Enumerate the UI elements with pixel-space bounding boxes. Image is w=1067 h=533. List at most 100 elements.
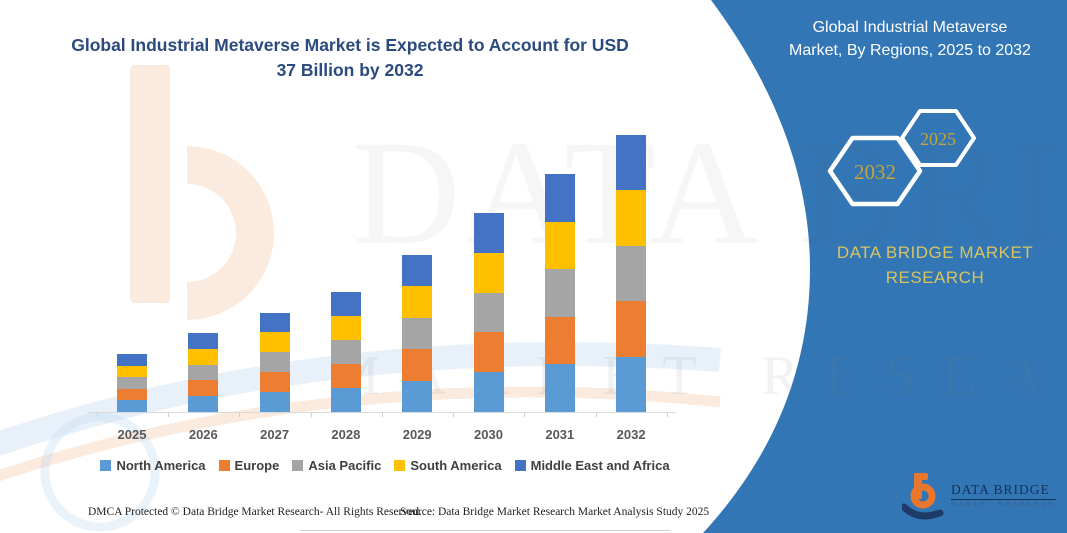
x-axis-tick xyxy=(453,413,455,417)
bar-segment xyxy=(188,364,219,381)
x-axis-label: 2031 xyxy=(545,427,575,442)
bar-segment xyxy=(117,400,147,412)
x-axis-tick xyxy=(381,413,383,417)
side-panel-background xyxy=(703,0,1067,533)
brand-text-line2: RESEARCH xyxy=(885,268,985,287)
bar-segment xyxy=(330,388,361,412)
bar-segment xyxy=(259,352,290,373)
bar-segment xyxy=(544,364,575,412)
bar-segment xyxy=(330,364,361,388)
bar-segment xyxy=(616,356,647,412)
brand-text: DATA BRIDGE MARKET RESEARCH xyxy=(790,240,1067,290)
x-axis-label: 2026 xyxy=(188,427,218,442)
chart-legend: North America Europe Asia Pacific South Ame… xyxy=(60,458,710,473)
legend-label: North America xyxy=(116,458,206,473)
bar-segment xyxy=(259,332,290,353)
legend-swatch-icon xyxy=(292,460,304,471)
bar-segment xyxy=(330,316,361,340)
x-axis-tick xyxy=(239,413,241,417)
legend-swatch-icon xyxy=(394,460,406,471)
x-axis-tick xyxy=(667,413,668,417)
x-axis-label: 2032 xyxy=(616,427,646,442)
bar-segment xyxy=(402,317,433,349)
stacked-bar-2028 xyxy=(330,292,361,412)
legend-label: South America xyxy=(410,458,502,473)
legend-label: Asia Pacific xyxy=(308,458,382,473)
bar-segment xyxy=(330,292,361,316)
logo-text-block: DATA BRIDGE MARKET RESEARCH xyxy=(951,482,1056,508)
bar-segment xyxy=(117,354,147,366)
x-axis-tick xyxy=(167,413,169,417)
bar-segment xyxy=(402,349,433,381)
bar-segment xyxy=(402,254,433,286)
x-axis-label: 2030 xyxy=(474,427,503,442)
bar-segment xyxy=(402,286,433,318)
panel-heading-line1: Global Industrial Metaverse xyxy=(812,19,1008,36)
stacked-bar-2025 xyxy=(117,354,147,412)
hexagon-2025 xyxy=(900,109,976,167)
bar-segment xyxy=(259,372,290,393)
legend-label: Middle East and Africa xyxy=(530,458,670,473)
x-axis-tick xyxy=(96,413,98,417)
bar-segment xyxy=(259,312,290,333)
bar-segment xyxy=(188,380,219,397)
x-axis-tick xyxy=(595,413,597,417)
watermark-b-bowl xyxy=(186,146,274,320)
legend-item: Europe xyxy=(218,458,280,473)
stacked-bar-2032 xyxy=(616,134,647,412)
x-axis-label: 2025 xyxy=(117,427,147,442)
chart-title: Global Industrial Metaverse Market is Ex… xyxy=(50,33,650,83)
legend-swatch-icon xyxy=(514,460,526,471)
bar-segment xyxy=(616,190,647,246)
bar-segment xyxy=(402,380,433,412)
legend-item: South America xyxy=(394,458,502,473)
bar-segment xyxy=(473,252,504,293)
stacked-bar-2029 xyxy=(402,254,433,412)
hexagon-2032 xyxy=(827,135,923,207)
bar-segment xyxy=(544,174,575,222)
bar-segment xyxy=(616,301,647,357)
bar-segment xyxy=(473,213,504,253)
stacked-bar-2027 xyxy=(259,312,290,412)
hexagon-2032-label: 2032 xyxy=(854,160,896,184)
bar-segment xyxy=(188,333,219,349)
bar-segment xyxy=(616,245,647,301)
hexagon-badges: 2032 2025 xyxy=(827,109,976,207)
chart-title-line2: 37 Billion by 2032 xyxy=(276,60,424,80)
legend-swatch-icon xyxy=(218,460,230,471)
chart-title-line1: Global Industrial Metaverse Market is Ex… xyxy=(71,35,629,55)
source-note: Source: Data Bridge Market Research Mark… xyxy=(400,506,710,518)
bar-segment xyxy=(117,365,147,378)
bar-segment xyxy=(330,340,361,364)
x-axis-tick xyxy=(524,413,526,417)
bar-segment xyxy=(188,348,219,365)
dmca-notice: DMCA Protected © Data Bridge Market Rese… xyxy=(88,506,422,518)
legend-swatch-icon xyxy=(100,460,112,471)
x-axis-label: 2029 xyxy=(402,427,432,442)
plot-area xyxy=(85,118,685,412)
x-axis-label: 2028 xyxy=(331,427,361,442)
watermark-text-main: DATA BRIDGE xyxy=(352,110,1067,276)
bar-segment xyxy=(473,372,504,412)
panel-heading-line2: Market, By Regions, 2025 to 2032 xyxy=(789,42,1031,59)
brand-text-line1: DATA BRIDGE MARKET xyxy=(836,243,1034,262)
legend-label: Europe xyxy=(234,458,280,473)
hexagon-2025-label: 2025 xyxy=(920,129,956,149)
bar-segment xyxy=(117,388,147,401)
legend-item: Middle East and Africa xyxy=(514,458,670,473)
logo-name: DATA BRIDGE xyxy=(951,482,1056,500)
data-bridge-logo: DATA BRIDGE MARKET RESEARCH xyxy=(902,468,1062,522)
bar-segment xyxy=(473,332,504,373)
bar-segment xyxy=(473,292,504,333)
panel-heading: Global Industrial Metaverse Market, By R… xyxy=(760,16,1060,62)
legend-item: North America xyxy=(100,458,206,473)
stacked-bar-2030 xyxy=(473,213,504,412)
stacked-bar-2031 xyxy=(544,174,575,412)
x-axis-line xyxy=(88,412,676,413)
bar-segment xyxy=(259,392,290,412)
bar-segment xyxy=(544,269,575,317)
legend-item: Asia Pacific xyxy=(292,458,381,473)
watermark-ring xyxy=(40,412,160,532)
